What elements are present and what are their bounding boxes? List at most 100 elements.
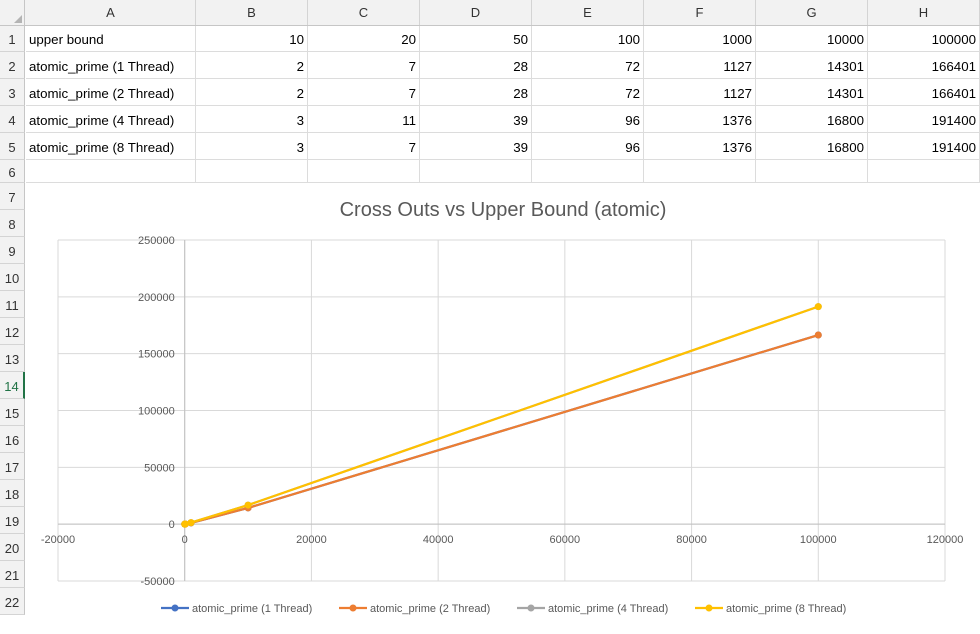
cell-d1[interactable]: 50 [420, 26, 532, 52]
cell-b6[interactable] [196, 160, 308, 183]
chart-legend[interactable]: atomic_prime (1 Thread) atomic_prime (2 T… [161, 603, 846, 615]
cell-b1[interactable]: 10 [196, 26, 308, 52]
row-header-17[interactable]: 17 [0, 453, 25, 480]
cell-c5[interactable]: 7 [308, 133, 420, 160]
column-header-g[interactable]: G [756, 0, 868, 25]
row-header-8[interactable]: 8 [0, 210, 25, 237]
cell-e1[interactable]: 100 [532, 26, 644, 52]
select-all-button[interactable] [0, 0, 25, 25]
legend-entry-4[interactable]: atomic_prime (8 Thread) [695, 603, 846, 615]
cell-g2[interactable]: 14301 [756, 52, 868, 79]
cell-c2[interactable]: 7 [308, 52, 420, 79]
y-tick-label: 0 [169, 519, 175, 531]
cell-d6[interactable] [420, 160, 532, 183]
cell-d4[interactable]: 39 [420, 106, 532, 133]
cell-a6[interactable] [26, 160, 196, 183]
legend-entry-3[interactable]: atomic_prime (4 Thread) [517, 603, 668, 615]
column-header-a[interactable]: A [26, 0, 196, 25]
row-header-1[interactable]: 1 [0, 26, 25, 52]
row-header-3[interactable]: 3 [0, 79, 25, 106]
data-point[interactable] [181, 520, 189, 528]
row-header-19[interactable]: 19 [0, 507, 25, 534]
cell-a3[interactable]: atomic_prime (2 Thread) [26, 79, 196, 106]
cell-d2[interactable]: 28 [420, 52, 532, 79]
cell-d3[interactable]: 28 [420, 79, 532, 106]
row-header-13[interactable]: 13 [0, 345, 25, 372]
series-4[interactable] [181, 303, 822, 528]
cell-g4[interactable]: 16800 [756, 106, 868, 133]
x-tick-label: 20000 [296, 534, 327, 546]
row-header-14[interactable]: 14 [0, 372, 25, 399]
column-header-d[interactable]: D [420, 0, 532, 25]
y-tick-label: -50000 [140, 576, 174, 588]
cell-e4[interactable]: 96 [532, 106, 644, 133]
cell-h4[interactable]: 191400 [868, 106, 980, 133]
cell-g6[interactable] [756, 160, 868, 183]
cell-b5[interactable]: 3 [196, 133, 308, 160]
cell-e2[interactable]: 72 [532, 52, 644, 79]
row-header-12[interactable]: 12 [0, 318, 25, 345]
legend-entry-2[interactable]: atomic_prime (2 Thread) [339, 603, 490, 615]
row-header-11[interactable]: 11 [0, 291, 25, 318]
row-header-5[interactable]: 5 [0, 133, 25, 160]
cell-h5[interactable]: 191400 [868, 133, 980, 160]
column-header-f[interactable]: F [644, 0, 756, 25]
cell-f2[interactable]: 1127 [644, 52, 756, 79]
row-header-2[interactable]: 2 [0, 52, 25, 79]
cell-a1[interactable]: upper bound [26, 26, 196, 52]
cell-a4[interactable]: atomic_prime (4 Thread) [26, 106, 196, 133]
cell-e6[interactable] [532, 160, 644, 183]
data-point[interactable] [187, 519, 195, 527]
cell-h3[interactable]: 166401 [868, 79, 980, 106]
cell-f3[interactable]: 1127 [644, 79, 756, 106]
cell-h6[interactable] [868, 160, 980, 183]
row-header-20[interactable]: 20 [0, 534, 25, 561]
cell-d5[interactable]: 39 [420, 133, 532, 160]
cell-f4[interactable]: 1376 [644, 106, 756, 133]
column-header-b[interactable]: B [196, 0, 308, 25]
series-2[interactable] [181, 331, 822, 528]
cell-c3[interactable]: 7 [308, 79, 420, 106]
row-header-10[interactable]: 10 [0, 264, 25, 291]
cell-g5[interactable]: 16800 [756, 133, 868, 160]
cell-b3[interactable]: 2 [196, 79, 308, 106]
row-header-4[interactable]: 4 [0, 106, 25, 133]
cell-e5[interactable]: 96 [532, 133, 644, 160]
cell-c6[interactable] [308, 160, 420, 183]
row-header-6[interactable]: 6 [0, 160, 25, 183]
data-point[interactable] [814, 331, 822, 339]
data-point[interactable] [814, 303, 822, 311]
cell-g3[interactable]: 14301 [756, 79, 868, 106]
cell-f6[interactable] [644, 160, 756, 183]
chart[interactable]: Cross Outs vs Upper Bound (atomic) -2000… [26, 183, 980, 629]
column-header-c[interactable]: C [308, 0, 420, 25]
cell-g1[interactable]: 10000 [756, 26, 868, 52]
cell-a5[interactable]: atomic_prime (8 Thread) [26, 133, 196, 160]
cell-h1[interactable]: 100000 [868, 26, 980, 52]
data-point[interactable] [244, 501, 252, 509]
chart-title: Cross Outs vs Upper Bound (atomic) [340, 199, 667, 221]
chart-ticks: -20000 0 20000 40000 60000 80000 100000 120000 -… [41, 235, 963, 588]
column-header-e[interactable]: E [532, 0, 644, 25]
cell-f1[interactable]: 1000 [644, 26, 756, 52]
row-header-21[interactable]: 21 [0, 561, 25, 588]
select-all-triangle-icon [14, 15, 22, 23]
cell-c4[interactable]: 11 [308, 106, 420, 133]
cell-c1[interactable]: 20 [308, 26, 420, 52]
cell-b4[interactable]: 3 [196, 106, 308, 133]
row-header-9[interactable]: 9 [0, 237, 25, 264]
cell-b2[interactable]: 2 [196, 52, 308, 79]
legend-entry-1[interactable]: atomic_prime (1 Thread) [161, 603, 312, 615]
cell-h2[interactable]: 166401 [868, 52, 980, 79]
cell-a2[interactable]: atomic_prime (1 Thread) [26, 52, 196, 79]
row-header-22[interactable]: 22 [0, 588, 25, 615]
cell-f5[interactable]: 1376 [644, 133, 756, 160]
row-header-18[interactable]: 18 [0, 480, 25, 507]
legend-marker [171, 604, 179, 612]
row-header-16[interactable]: 16 [0, 426, 25, 453]
row-header-15[interactable]: 15 [0, 399, 25, 426]
column-header-h[interactable]: H [868, 0, 980, 25]
column-header-row [0, 0, 980, 26]
cell-e3[interactable]: 72 [532, 79, 644, 106]
row-header-7[interactable]: 7 [0, 183, 25, 210]
